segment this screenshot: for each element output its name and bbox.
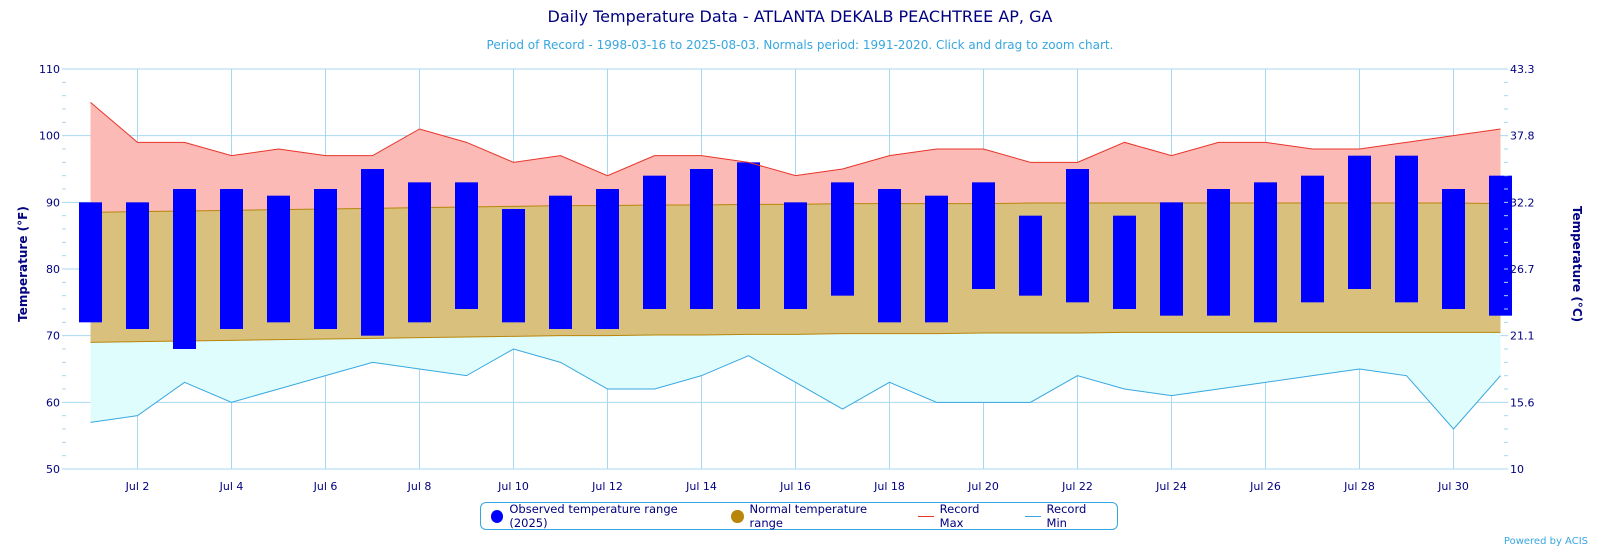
observed-bar xyxy=(1442,189,1465,309)
y-tick-label: 60 xyxy=(46,396,60,409)
record-min-area xyxy=(90,332,1501,429)
y-tick-label: 110 xyxy=(39,63,60,76)
observed-bar xyxy=(126,202,149,329)
observed-bar xyxy=(455,182,478,309)
y2-tick-label: 21.1 xyxy=(1510,330,1535,343)
observed-bar xyxy=(643,175,666,309)
observed-bar xyxy=(1254,182,1277,323)
y-tick-label: 50 xyxy=(46,463,60,476)
axes: 50 10 60 15.6 70 21.1 80 26.7 90 32.2 100 37.8 110 43… xyxy=(39,63,1535,493)
x-tick-label: Jul 4 xyxy=(219,480,244,493)
x-tick-label: Jul 8 xyxy=(407,480,432,493)
y-tick-label: 80 xyxy=(46,263,60,276)
observed-bar xyxy=(1019,215,1042,296)
observed-bar xyxy=(267,195,290,323)
y-axis-title-right: Temperature (°C) xyxy=(1570,206,1584,322)
observed-bar xyxy=(1207,189,1230,316)
y2-tick-label: 37.8 xyxy=(1510,130,1535,143)
legend-label-record-max: Record Max xyxy=(939,502,980,530)
legend-item-normal[interactable]: Normal temperature range xyxy=(731,502,896,530)
record-min-swatch-icon xyxy=(1025,515,1041,517)
x-tick-label: Jul 10 xyxy=(497,480,529,493)
y-tick-label: 70 xyxy=(46,330,60,343)
record-lines xyxy=(90,101,1501,430)
x-tick-label: Jul 14 xyxy=(685,480,717,493)
record-max-swatch-icon xyxy=(918,515,934,517)
x-tick-label: Jul 26 xyxy=(1249,480,1281,493)
normal-low-line xyxy=(90,331,1501,343)
x-tick-label: Jul 30 xyxy=(1437,480,1469,493)
x-tick-label: Jul 18 xyxy=(873,480,905,493)
observed-bar xyxy=(1489,175,1512,316)
y-axis-title-left: Temperature (°F) xyxy=(16,206,30,322)
observed-swatch-icon xyxy=(491,509,504,523)
x-tick-label: Jul 22 xyxy=(1061,480,1093,493)
observed-bar xyxy=(878,189,901,323)
x-tick-label: Jul 6 xyxy=(313,480,338,493)
record-max-area xyxy=(90,102,1501,213)
powered-by-link[interactable]: Powered by ACIS xyxy=(1503,536,1588,547)
y2-tick-label: 43.3 xyxy=(1510,63,1535,76)
observed-bar xyxy=(784,202,807,309)
observed-bar xyxy=(1160,202,1183,316)
observed-bar xyxy=(831,182,854,296)
observed-bar xyxy=(1066,169,1089,303)
chart-subtitle: Period of Record - 1998-03-16 to 2025-08… xyxy=(486,38,1114,52)
legend-item-record-max[interactable]: Record Max xyxy=(918,502,1003,530)
observed-bar xyxy=(596,189,619,329)
x-tick-label: Jul 2 xyxy=(125,480,150,493)
observed-bar xyxy=(1113,215,1136,309)
observed-bar xyxy=(690,169,713,309)
observed-bar xyxy=(361,169,384,336)
legend-item-observed[interactable]: Observed temperature range (2025) xyxy=(491,502,709,530)
observed-bar xyxy=(1348,155,1371,289)
y-tick-label: 90 xyxy=(46,196,60,209)
observed-bar xyxy=(314,189,337,329)
y-tick-label: 100 xyxy=(39,130,60,143)
legend-item-record-min[interactable]: Record Min xyxy=(1025,502,1107,530)
observed-bar xyxy=(173,189,196,349)
x-tick-label: Jul 24 xyxy=(1155,480,1187,493)
observed-bars xyxy=(79,155,1512,349)
observed-bar xyxy=(408,182,431,323)
chart-title: Daily Temperature Data - ATLANTA DEKALB … xyxy=(547,7,1053,26)
y2-tick-label: 32.2 xyxy=(1510,196,1535,209)
x-tick-label: Jul 20 xyxy=(967,480,999,493)
x-tick-label: Jul 12 xyxy=(591,480,623,493)
observed-bar xyxy=(220,189,243,329)
chart-legend: Observed temperature range (2025) Normal… xyxy=(480,502,1118,530)
x-tick-label: Jul 16 xyxy=(779,480,811,493)
record-min-line xyxy=(90,348,1501,430)
normal-swatch-icon xyxy=(731,509,744,523)
observed-bar xyxy=(1395,155,1418,303)
observed-bar xyxy=(79,202,102,323)
record-max-line xyxy=(90,101,1501,177)
y2-tick-label: 10 xyxy=(1510,463,1524,476)
observed-bar xyxy=(502,209,525,323)
legend-label-normal: Normal temperature range xyxy=(749,502,868,530)
y2-tick-label: 15.6 xyxy=(1510,396,1535,409)
observed-bar xyxy=(549,195,572,329)
x-tick-label: Jul 28 xyxy=(1343,480,1375,493)
observed-bar xyxy=(737,162,760,309)
observed-bar xyxy=(1301,175,1324,303)
y2-tick-label: 26.7 xyxy=(1510,263,1535,276)
legend-label-record-min: Record Min xyxy=(1046,502,1087,530)
observed-bar xyxy=(925,195,948,323)
legend-label-observed: Observed temperature range (2025) xyxy=(509,502,678,530)
observed-bar xyxy=(972,182,995,289)
